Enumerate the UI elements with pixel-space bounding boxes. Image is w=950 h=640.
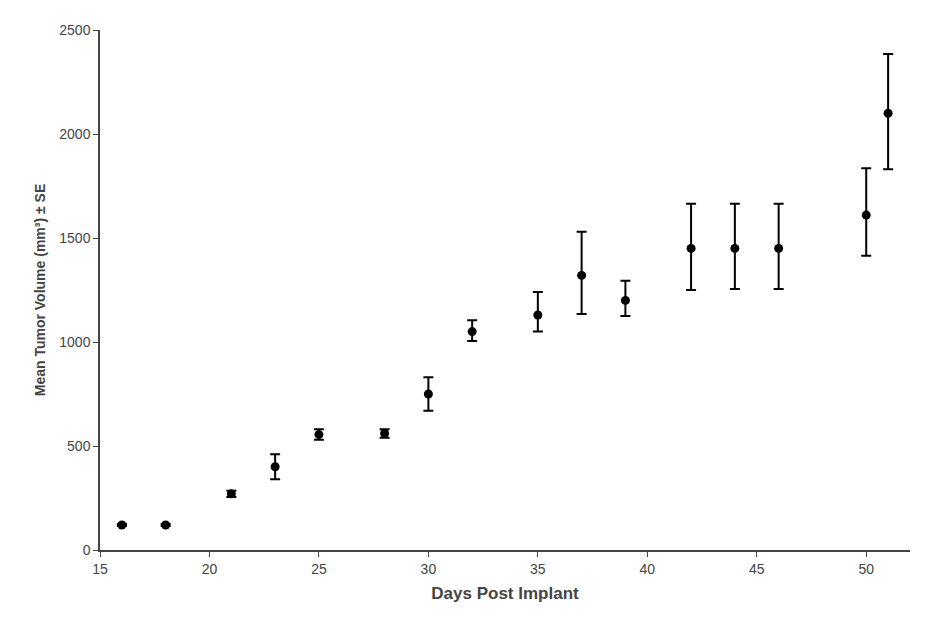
svg-text:30: 30 xyxy=(421,561,437,577)
svg-text:40: 40 xyxy=(640,561,656,577)
svg-text:0: 0 xyxy=(83,542,91,558)
svg-text:Mean Tumor Volume (mm³) ± SE: Mean Tumor Volume (mm³) ± SE xyxy=(32,184,48,397)
svg-text:1500: 1500 xyxy=(59,230,90,246)
svg-text:45: 45 xyxy=(749,561,765,577)
svg-text:2000: 2000 xyxy=(59,126,90,142)
svg-text:20: 20 xyxy=(202,561,218,577)
svg-text:50: 50 xyxy=(858,561,874,577)
svg-text:35: 35 xyxy=(530,561,546,577)
svg-text:Days Post Implant: Days Post Implant xyxy=(431,584,579,603)
svg-text:15: 15 xyxy=(92,561,108,577)
svg-text:2500: 2500 xyxy=(59,22,90,38)
svg-text:1000: 1000 xyxy=(59,334,90,350)
svg-text:25: 25 xyxy=(311,561,327,577)
svg-text:500: 500 xyxy=(67,438,91,454)
